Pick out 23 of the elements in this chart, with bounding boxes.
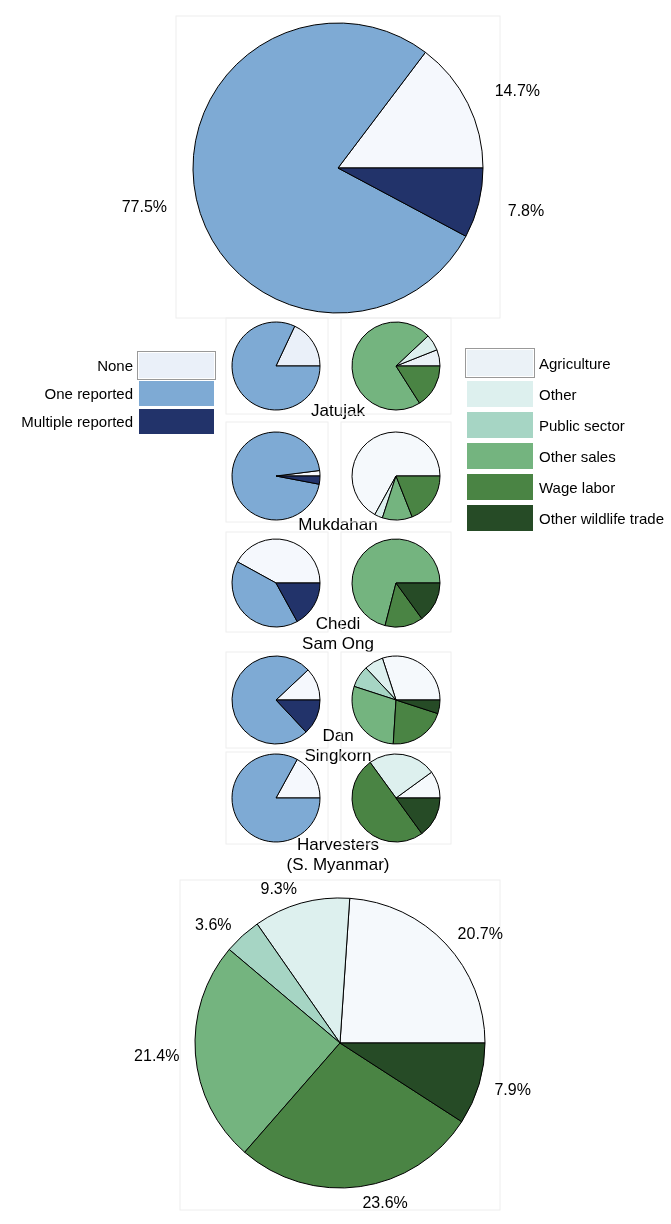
- legend-label: One reported: [44, 385, 133, 402]
- legend-label: Multiple reported: [21, 413, 133, 430]
- data-label: 77.5%: [121, 197, 168, 215]
- text: Jatujak: [311, 401, 366, 420]
- legend-label: Public sector: [539, 417, 625, 434]
- data-label: 23.6%: [362, 1194, 408, 1212]
- data-label: 7.8%: [507, 202, 545, 220]
- data-label: 20.7%: [457, 925, 503, 943]
- legend-label: Other wildlife trade: [539, 510, 665, 527]
- data-label: 3.6%: [195, 916, 232, 934]
- text: Mukdahan: [298, 515, 378, 534]
- text: Harvesters (S. Myanmar): [286, 835, 390, 874]
- legend-label: Other: [539, 386, 577, 403]
- legend-label: Agriculture: [539, 355, 611, 372]
- legend-label: Wage labor: [539, 479, 616, 496]
- legend-label: Other sales: [539, 448, 616, 465]
- legend-label: None: [97, 357, 133, 374]
- data-label: 14.7%: [494, 82, 541, 100]
- data-label: 9.3%: [260, 879, 297, 897]
- data-label: 21.4%: [134, 1047, 180, 1065]
- text: Dan Singkorn: [304, 726, 372, 765]
- data-label: 7.9%: [494, 1080, 531, 1098]
- text: Chedi Sam Ong: [302, 614, 374, 653]
